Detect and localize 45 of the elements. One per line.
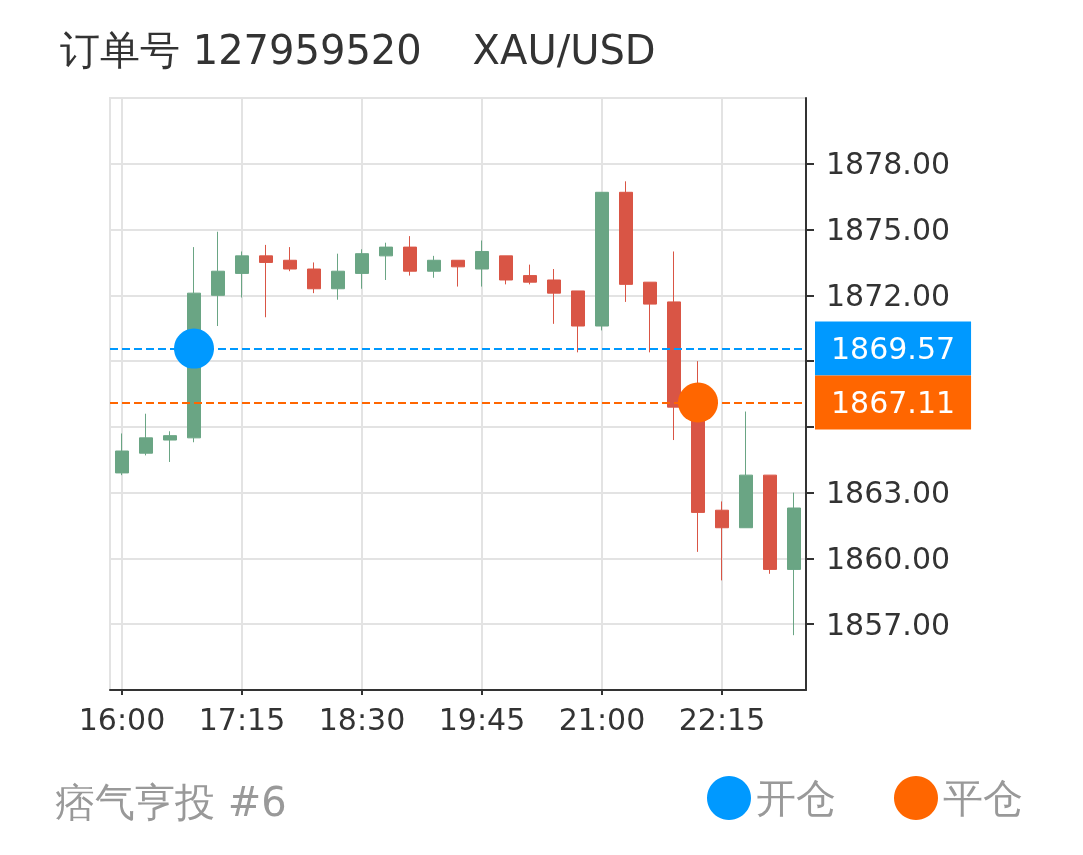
candlestick	[523, 264, 537, 285]
candlestick	[619, 180, 633, 303]
candlestick	[763, 474, 777, 575]
y-tick-label: 1875.00	[826, 212, 951, 248]
candlestick	[307, 261, 321, 294]
candlestick	[211, 231, 225, 327]
y-tick-label: 1863.00	[826, 475, 951, 511]
candlestick	[547, 268, 561, 325]
x-tick-label: 16:00	[78, 701, 166, 737]
candlestick	[427, 255, 441, 279]
chart-title: 订单号 127959520 XAU/USD	[60, 27, 656, 73]
x-tick-label: 18:30	[318, 701, 406, 737]
x-tick-label: 19:45	[438, 701, 526, 737]
candlestick	[595, 191, 609, 331]
ref-line-label: 1867.11	[831, 385, 956, 421]
y-tick-label: 1872.00	[826, 277, 951, 313]
candlestick	[163, 430, 177, 463]
candlestick	[787, 492, 801, 636]
candlestick	[379, 242, 393, 281]
candlestick	[235, 250, 249, 299]
candlestick	[403, 235, 417, 277]
y-tick-label: 1857.00	[826, 606, 951, 642]
text: 痞气亨投 #6	[55, 778, 287, 827]
candlestick	[115, 432, 129, 476]
candlestick	[499, 255, 513, 285]
candlestick	[283, 246, 297, 272]
x-tick-label: 17:15	[198, 701, 286, 737]
candlestick	[715, 500, 729, 581]
y-tick-label: 1860.00	[826, 540, 951, 576]
candlestick	[259, 244, 273, 318]
candlestick	[475, 240, 489, 288]
legend-label: 平仓	[943, 775, 1023, 821]
y-tick-label: 1878.00	[826, 146, 951, 182]
candlestick	[571, 290, 585, 353]
candlestick	[643, 281, 657, 353]
candlestick	[451, 259, 465, 288]
x-tick-label: 21:00	[558, 701, 646, 737]
candlestick	[739, 411, 753, 529]
ref-line-label: 1869.57	[831, 331, 956, 367]
candlestick	[667, 250, 681, 441]
candlestick	[355, 248, 369, 290]
legend-label: 开仓	[756, 775, 836, 821]
x-tick-label: 22:15	[678, 701, 766, 737]
candlestick	[139, 413, 153, 456]
candlestick	[331, 253, 345, 301]
